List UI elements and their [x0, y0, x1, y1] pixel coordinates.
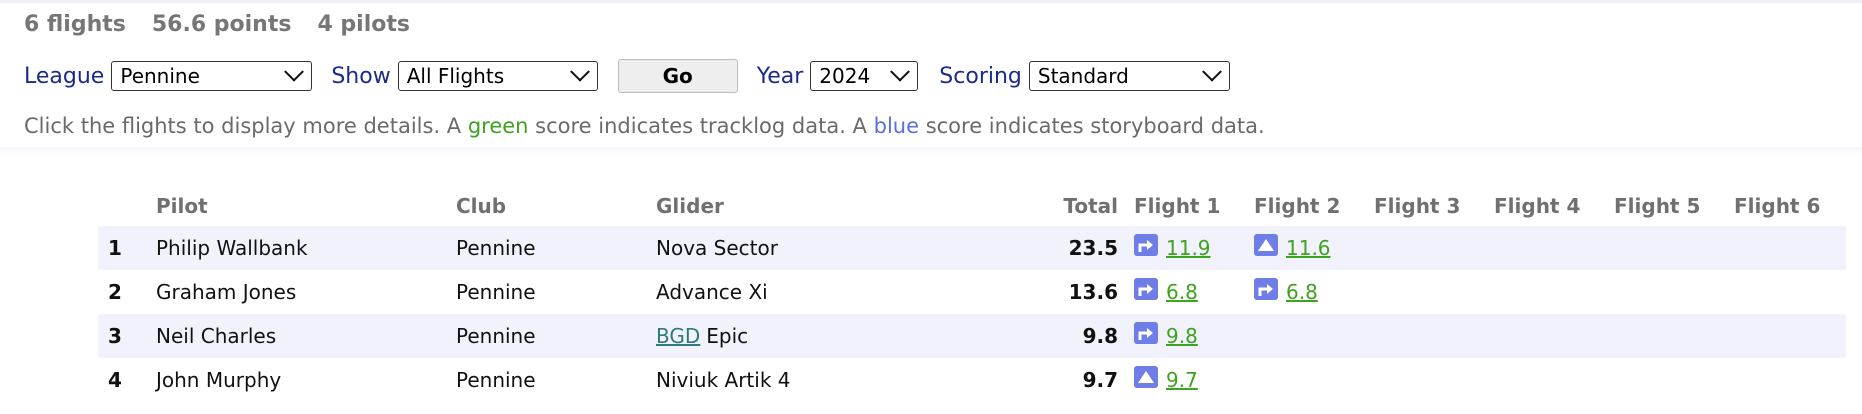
header-flight-4: Flight 4: [1494, 194, 1581, 218]
flight-cell: 9.8: [1134, 314, 1198, 358]
table-row: 4 John Murphy Pennine Niviuk Artik 4 9.7…: [98, 358, 1846, 402]
flight-score-link[interactable]: 9.7: [1166, 368, 1198, 392]
glider-name: BGD Epic: [656, 314, 748, 358]
out-and-return-icon: [1134, 278, 1158, 300]
flight-cell: 9.7: [1134, 358, 1198, 402]
glider-name: Niviuk Artik 4: [656, 358, 791, 402]
club-name: Pennine: [456, 280, 536, 304]
glider-name: Nova Sector: [656, 226, 778, 270]
glider-model: Niviuk Artik 4: [656, 368, 791, 392]
points-total: 56.6 points: [151, 12, 292, 37]
rank: 2: [108, 280, 122, 304]
total-score: 9.8: [1082, 324, 1118, 348]
table-header-row: Pilot Club Glider Total Flight 1 Flight …: [98, 186, 1846, 226]
header-flight-1: Flight 1: [1134, 194, 1221, 218]
glider-model: Nova Sector: [656, 236, 778, 260]
flight-cell: 11.9: [1134, 226, 1211, 270]
header-flight-5: Flight 5: [1614, 194, 1701, 218]
rank: 4: [108, 368, 122, 392]
section-divider: [0, 147, 1862, 154]
pilot-name: Graham Jones: [156, 280, 297, 304]
show-select-value: All Flights: [406, 64, 505, 88]
header-pilot[interactable]: Pilot: [156, 194, 208, 218]
total-score: 13.6: [1068, 280, 1118, 304]
triangle-icon: [1134, 366, 1158, 388]
header-club[interactable]: Club: [456, 194, 507, 218]
score-legend-hint: Click the flights to display more detail…: [24, 114, 1265, 138]
out-and-return-icon: [1134, 322, 1158, 344]
league-label: League: [24, 63, 105, 89]
chevron-down-icon: [284, 61, 305, 82]
year-label: Year: [756, 63, 804, 89]
year-select[interactable]: 2024: [810, 61, 919, 91]
hint-text: Click the flights to display more detail…: [24, 114, 468, 138]
hint-blue-word: blue: [873, 114, 920, 138]
chevron-down-icon: [1201, 61, 1222, 82]
header-flight-3: Flight 3: [1374, 194, 1461, 218]
league-summary: 6 flights 56.6 points 4 pilots: [24, 12, 410, 37]
scoring-select-value: Standard: [1037, 64, 1129, 88]
flight-score-link[interactable]: 11.6: [1286, 236, 1331, 260]
top-divider: [0, 0, 1862, 3]
hint-text: score indicates storyboard data.: [919, 114, 1265, 138]
rank: 3: [108, 324, 122, 348]
glider-model: Advance Xi: [656, 280, 768, 304]
pilots-count: 4 pilots: [317, 12, 410, 37]
triangle-icon: [1254, 234, 1278, 256]
glider-model: Epic: [706, 324, 749, 348]
flight-score-link[interactable]: 6.8: [1166, 280, 1198, 304]
club-name: Pennine: [456, 368, 536, 392]
chevron-down-icon: [569, 61, 590, 82]
out-and-return-icon: [1134, 234, 1158, 256]
flight-score-link[interactable]: 6.8: [1286, 280, 1318, 304]
rank: 1: [108, 236, 122, 260]
flight-cell: 6.8: [1134, 270, 1198, 314]
flight-score-link[interactable]: 9.8: [1166, 324, 1198, 348]
total-score: 23.5: [1068, 236, 1118, 260]
year-select-value: 2024: [819, 64, 871, 88]
pilot-name: Neil Charles: [156, 324, 277, 348]
table-row: 1 Philip Wallbank Pennine Nova Sector 23…: [98, 226, 1846, 270]
go-button[interactable]: Go: [617, 59, 738, 93]
pilot-name: John Murphy: [156, 368, 282, 392]
league-table: Pilot Club Glider Total Flight 1 Flight …: [98, 186, 1846, 402]
show-select[interactable]: All Flights: [397, 61, 598, 91]
flight-score-link[interactable]: 11.9: [1166, 236, 1211, 260]
scoring-label: Scoring: [939, 63, 1022, 89]
header-total[interactable]: Total: [1063, 194, 1118, 218]
header-flight-6: Flight 6: [1734, 194, 1821, 218]
filter-bar: League Pennine Show All Flights Go Year …: [24, 59, 1230, 93]
flight-cell: 11.6: [1254, 226, 1331, 270]
chevron-down-icon: [890, 61, 911, 82]
out-and-return-icon: [1254, 278, 1278, 300]
table-row: 2 Graham Jones Pennine Advance Xi 13.6 6…: [98, 270, 1846, 314]
flights-count: 6 flights: [24, 12, 126, 37]
pilot-name: Philip Wallbank: [156, 236, 308, 260]
glider-manufacturer-link[interactable]: BGD: [656, 324, 701, 348]
club-name: Pennine: [456, 324, 536, 348]
league-select-value: Pennine: [120, 64, 200, 88]
league-select[interactable]: Pennine: [111, 61, 313, 91]
glider-name: Advance Xi: [656, 270, 768, 314]
hint-green-word: green: [467, 114, 529, 138]
table-row: 3 Neil Charles Pennine BGD Epic 9.8 9.8: [98, 314, 1846, 358]
show-label: Show: [331, 63, 391, 89]
club-name: Pennine: [456, 236, 536, 260]
total-score: 9.7: [1082, 368, 1118, 392]
flight-cell: 6.8: [1254, 270, 1318, 314]
header-flight-2: Flight 2: [1254, 194, 1341, 218]
hint-text: score indicates tracklog data. A: [528, 114, 874, 138]
header-glider[interactable]: Glider: [656, 194, 724, 218]
scoring-select[interactable]: Standard: [1028, 61, 1230, 91]
